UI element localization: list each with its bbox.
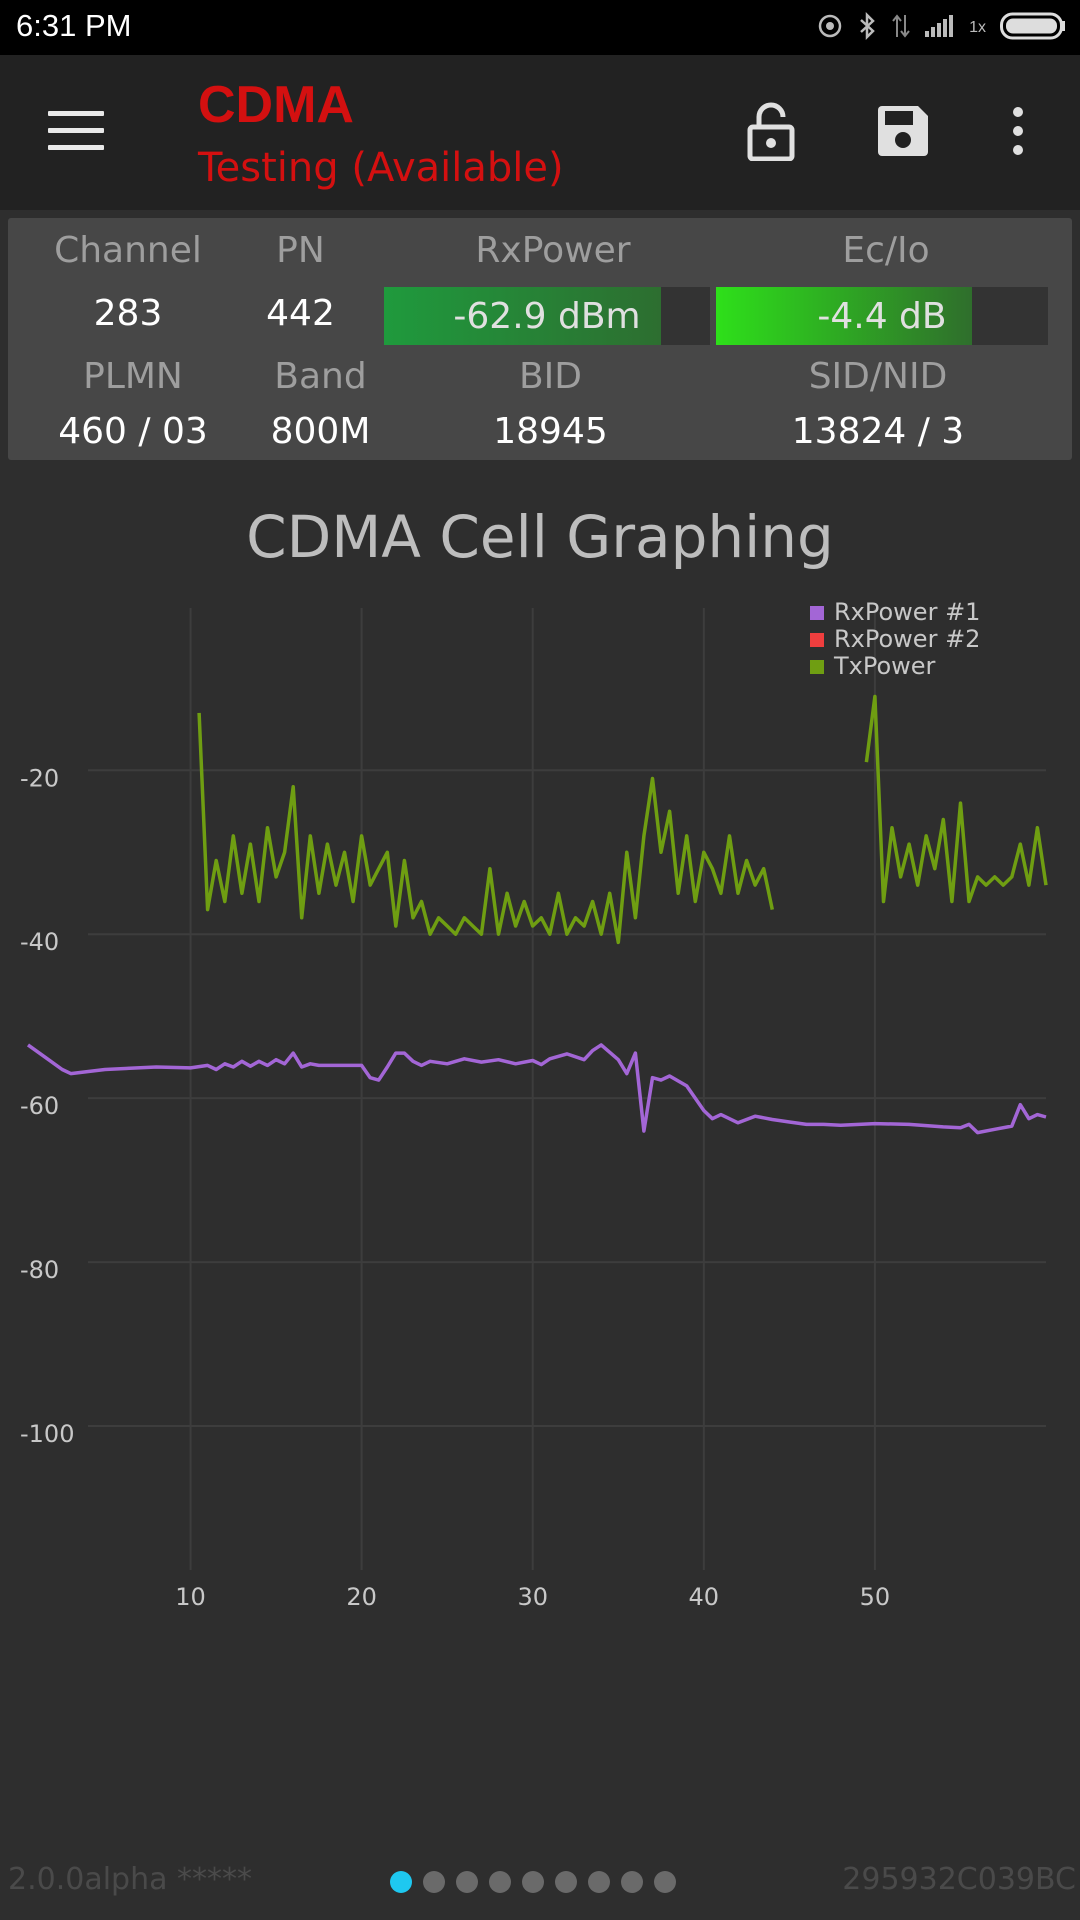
x-tick-label: 50 xyxy=(860,1583,891,1611)
rxpower-value: -62.9 dBm xyxy=(453,295,641,337)
bluetooth-icon xyxy=(857,11,877,44)
page-dot[interactable] xyxy=(522,1871,544,1893)
band-value: 800M xyxy=(270,411,371,452)
hamburger-line xyxy=(48,111,104,116)
channel-label: Channel xyxy=(54,230,202,271)
x-tick-label: 20 xyxy=(346,1583,377,1611)
legend-swatch xyxy=(810,633,824,647)
version-label: 2.0.0alpha ***** xyxy=(8,1862,253,1897)
hotspot-icon xyxy=(817,13,843,43)
network-type-label: 1x xyxy=(969,19,986,36)
cdma-graph: 10 20 30 40 50 -20 -40 -60 -80 -100 RxPower #1RxPo… xyxy=(20,598,1048,1611)
cell-info-panel: Channel PN RxPower Ec/Io 283 442 -62.9 d… xyxy=(8,218,1072,460)
menu-button[interactable] xyxy=(48,111,104,155)
ecio-value: -4.4 dB xyxy=(817,295,947,337)
rxpower-meter: -62.9 dBm xyxy=(384,287,710,345)
series-line xyxy=(864,694,1048,904)
x-tick-label: 40 xyxy=(689,1583,720,1611)
save-button[interactable] xyxy=(865,95,941,171)
save-icon xyxy=(876,104,930,162)
page-dot[interactable] xyxy=(423,1871,445,1893)
hamburger-line xyxy=(48,128,104,133)
hamburger-line xyxy=(48,145,104,150)
page-indicator xyxy=(390,1871,676,1893)
overflow-menu-button[interactable] xyxy=(980,95,1056,171)
y-tick-label: -60 xyxy=(20,1092,59,1120)
series-line xyxy=(26,1043,1047,1135)
status-bar: 6:31 PM 1x xyxy=(0,0,1080,55)
bid-label: BID xyxy=(518,356,583,397)
page-dot[interactable] xyxy=(621,1871,643,1893)
rxpower-meter-fill xyxy=(384,287,662,345)
rxpower-label: RxPower xyxy=(475,230,631,271)
series-line xyxy=(197,712,775,945)
page-dot[interactable] xyxy=(555,1871,577,1893)
page-dot[interactable] xyxy=(588,1871,610,1893)
legend-swatch xyxy=(810,660,824,674)
lock-button[interactable] xyxy=(733,95,809,171)
app-subtitle: Testing (Available) xyxy=(198,145,564,191)
legend-label: RxPower #2 xyxy=(834,625,980,653)
status-icons: 1x xyxy=(817,11,1066,44)
legend-label: RxPower #1 xyxy=(834,598,980,626)
legend-swatch xyxy=(810,606,824,620)
sidnid-label: SID/NID xyxy=(808,356,948,397)
ecio-label: Ec/Io xyxy=(842,230,930,271)
pn-value: 442 xyxy=(266,293,335,334)
page-dot[interactable] xyxy=(456,1871,478,1893)
chart-title: CDMA Cell Graphing xyxy=(246,503,834,571)
page-dot[interactable] xyxy=(489,1871,511,1893)
y-tick-label: -100 xyxy=(20,1420,74,1448)
pn-label: PN xyxy=(276,230,325,271)
x-tick-label: 30 xyxy=(517,1583,548,1611)
bid-value: 18945 xyxy=(493,411,608,452)
channel-value: 283 xyxy=(93,293,163,334)
page-dot[interactable] xyxy=(654,1871,676,1893)
app-title: CDMA xyxy=(198,76,354,134)
battery-icon xyxy=(1000,12,1066,44)
status-time: 6:31 PM xyxy=(16,8,132,43)
data-arrows-icon xyxy=(891,13,911,43)
unlock-icon xyxy=(746,101,796,165)
plmn-label: PLMN xyxy=(83,356,183,397)
ecio-meter: -4.4 dB xyxy=(716,287,1048,345)
sidnid-value: 13824 / 3 xyxy=(791,411,965,452)
app-bar: CDMA Testing (Available) xyxy=(0,55,1080,210)
page-dot[interactable] xyxy=(390,1871,412,1893)
y-tick-label: -80 xyxy=(20,1256,59,1284)
legend-label: TxPower xyxy=(833,652,936,680)
x-tick-label: 10 xyxy=(175,1583,206,1611)
ecio-meter-fill xyxy=(716,287,972,345)
band-label: Band xyxy=(274,356,367,397)
y-tick-label: -40 xyxy=(20,928,59,956)
signal-icon xyxy=(925,15,955,41)
device-serial: 295932C039BC xyxy=(842,1862,1076,1897)
more-vert-icon xyxy=(1011,106,1025,160)
y-tick-label: -20 xyxy=(20,764,59,792)
plmn-value: 460 / 03 xyxy=(58,411,208,452)
